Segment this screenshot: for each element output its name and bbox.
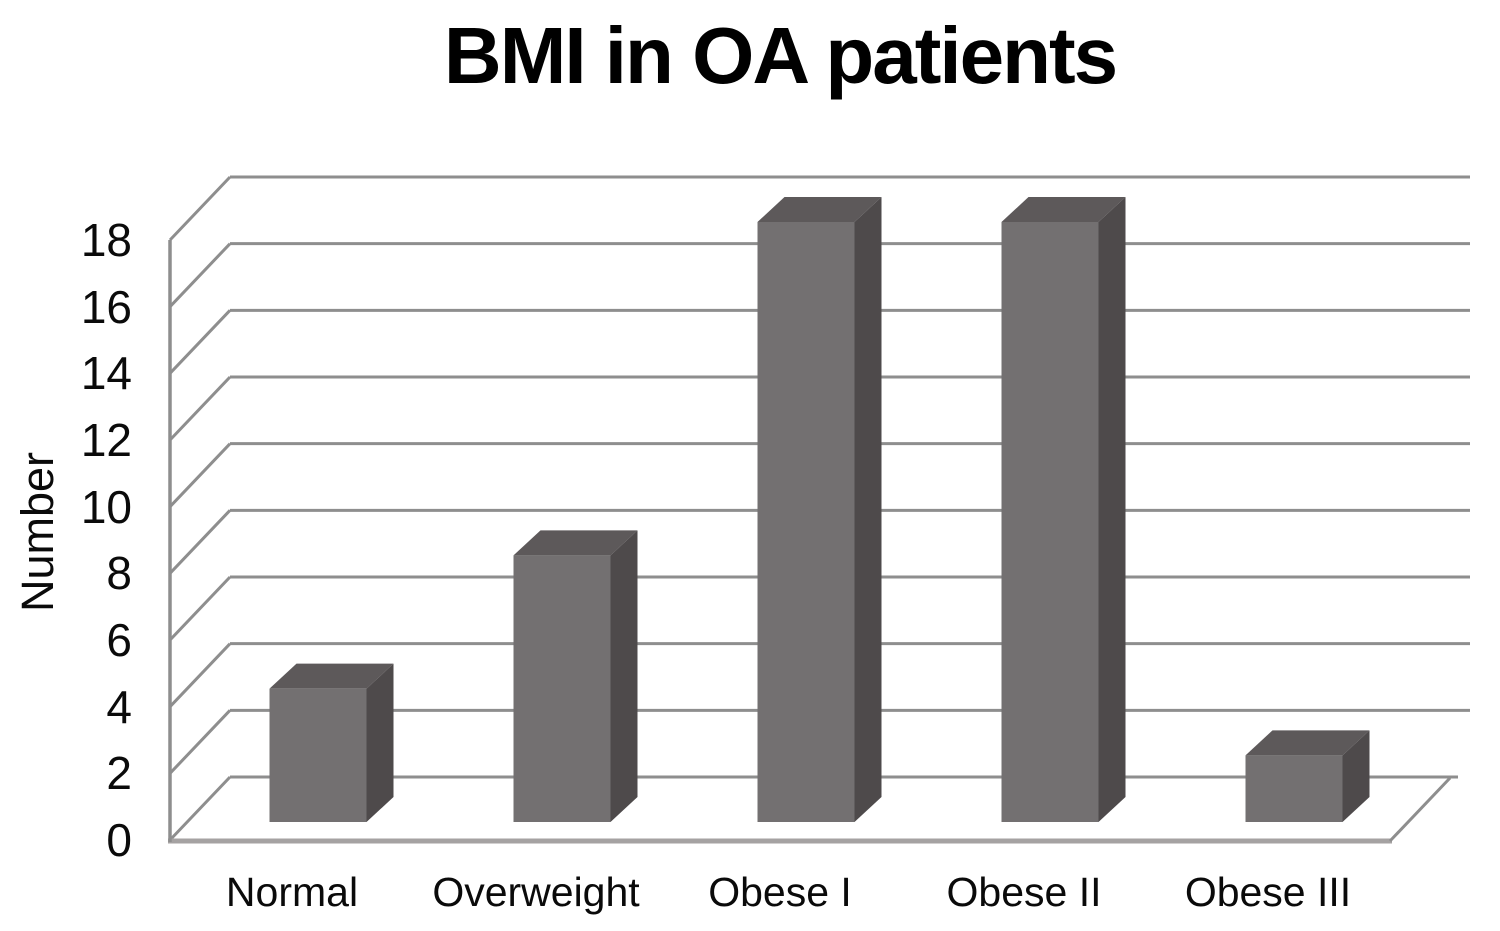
bar-obese-iii bbox=[1245, 730, 1370, 822]
y-tick-label: 14 bbox=[80, 347, 132, 400]
y-tick-label: 6 bbox=[106, 614, 132, 666]
y-tick-label: 8 bbox=[106, 547, 132, 600]
y-tick-label: 12 bbox=[80, 414, 132, 466]
y-tick-label: 4 bbox=[106, 680, 132, 733]
chart-title: BMI in OA patients bbox=[443, 11, 1118, 100]
x-category-label: Obese II bbox=[946, 869, 1102, 915]
y-tick-label: 2 bbox=[106, 747, 132, 800]
bar-overweight bbox=[513, 530, 638, 822]
y-tick-label: 10 bbox=[80, 480, 132, 533]
bar-normal bbox=[269, 663, 394, 822]
x-category-label: Overweight bbox=[432, 869, 640, 915]
y-tick-label: 16 bbox=[80, 280, 132, 333]
bar-obese-i bbox=[757, 197, 882, 822]
x-category-label: Normal bbox=[225, 869, 359, 915]
y-tick-label: 18 bbox=[80, 214, 132, 266]
x-category-label: Obese I bbox=[708, 869, 852, 915]
bar-obese-ii bbox=[1001, 197, 1126, 822]
floor bbox=[168, 776, 1452, 844]
y-tick-label: 0 bbox=[106, 814, 132, 866]
x-category-label: Obese III bbox=[1184, 869, 1352, 915]
